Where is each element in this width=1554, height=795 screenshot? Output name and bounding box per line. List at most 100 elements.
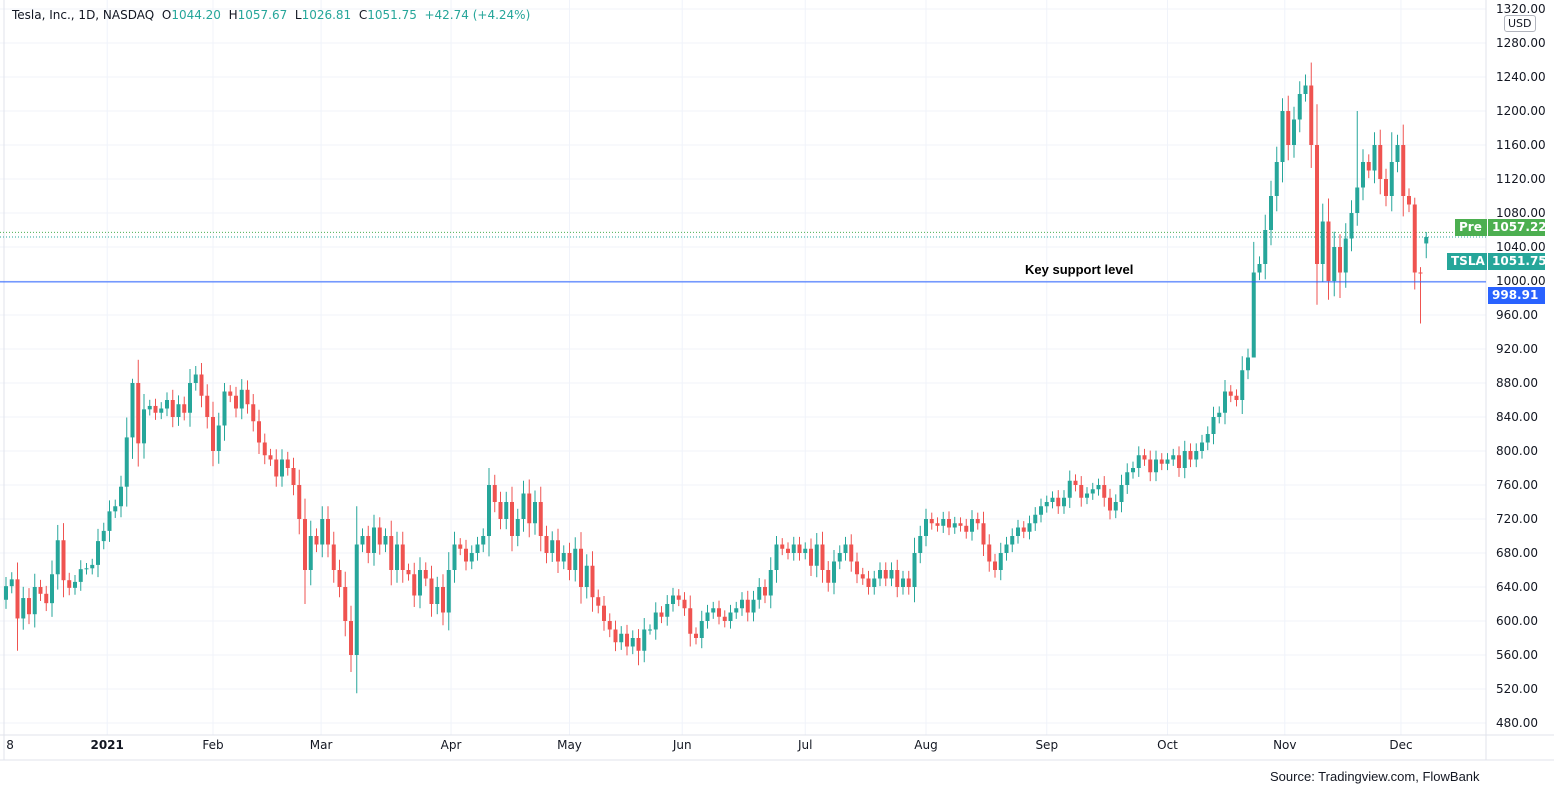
legend-header: Tesla, Inc., 1D, NASDAQ O1044.20 H1057.6… xyxy=(12,8,530,22)
candle-down xyxy=(1407,196,1411,205)
candle-up xyxy=(1004,544,1009,553)
candle-up xyxy=(912,553,917,587)
candle-down xyxy=(314,536,319,545)
candle-up xyxy=(1154,459,1158,473)
candle-down xyxy=(268,455,273,460)
candle-up xyxy=(1182,451,1187,468)
currency-button[interactable]: USD xyxy=(1504,15,1536,32)
candle-up xyxy=(1217,412,1222,417)
candle-down xyxy=(44,593,49,604)
candle-up xyxy=(711,608,716,613)
candle-up xyxy=(705,612,710,621)
candle-up xyxy=(832,561,836,583)
candle-down xyxy=(1148,459,1153,473)
candle-up xyxy=(418,570,422,596)
candle-up xyxy=(130,383,135,438)
candle-up xyxy=(1010,536,1015,545)
candle-down xyxy=(291,468,296,485)
candle-up xyxy=(768,570,773,596)
candle-down xyxy=(1384,179,1388,196)
candle-up xyxy=(1303,85,1308,94)
candle-down xyxy=(860,574,865,579)
y-tick-label: 600.00 xyxy=(1496,614,1538,628)
candle-up xyxy=(970,519,974,532)
candle-down xyxy=(786,548,790,553)
candle-up xyxy=(50,574,54,604)
candle-down xyxy=(1142,455,1147,460)
candle-up xyxy=(1067,480,1072,498)
support-price-label: 998.91 xyxy=(1488,287,1545,304)
candle-up xyxy=(475,544,480,553)
candle-up xyxy=(1090,489,1095,494)
candle-up xyxy=(1246,357,1250,371)
candle-up xyxy=(941,519,946,526)
candle-up xyxy=(1194,451,1199,460)
candle-down xyxy=(820,544,825,570)
x-tick-label: Sep xyxy=(1035,738,1058,752)
candle-up xyxy=(165,400,169,409)
candle-up xyxy=(124,437,129,487)
candle-up xyxy=(142,409,146,444)
candle-up xyxy=(1044,502,1049,507)
high-value: 1057.67 xyxy=(237,8,288,22)
candle-up xyxy=(791,544,796,553)
candle-up xyxy=(101,530,106,542)
candle-up xyxy=(671,595,675,604)
candle-up xyxy=(1033,514,1038,524)
candle-up xyxy=(188,383,192,413)
candle-up xyxy=(1424,237,1429,244)
candle-down xyxy=(366,536,371,553)
candle-down xyxy=(153,405,158,413)
candle-down xyxy=(1418,272,1423,274)
candle-down xyxy=(199,374,204,396)
candle-down xyxy=(745,599,750,613)
candle-down xyxy=(377,527,382,545)
candle-up xyxy=(1131,468,1135,473)
source-caption: Source: Tradingview.com, FlowBank xyxy=(1270,769,1480,784)
candle-up xyxy=(452,544,457,570)
y-tick-label: 560.00 xyxy=(1496,648,1538,662)
candle-up xyxy=(107,511,112,531)
candle-down xyxy=(274,459,279,477)
candle-down xyxy=(1021,527,1026,532)
candle-down xyxy=(676,595,681,600)
candle-down xyxy=(234,395,238,409)
candle-down xyxy=(257,421,261,443)
x-tick-label: Apr xyxy=(441,738,462,752)
y-tick-label: 840.00 xyxy=(1496,410,1538,424)
candle-up xyxy=(308,536,313,570)
candle-up xyxy=(280,459,284,477)
candle-up xyxy=(630,638,635,647)
candle-down xyxy=(429,578,434,604)
candle-up xyxy=(648,629,652,631)
y-tick-label: 1200.00 xyxy=(1496,104,1546,118)
candle-down xyxy=(1177,455,1181,468)
candle-up xyxy=(1274,162,1279,196)
candle-down xyxy=(1286,111,1291,145)
candle-down xyxy=(993,561,997,570)
candle-down xyxy=(1228,391,1233,396)
candle-up xyxy=(1027,523,1032,532)
candle-up xyxy=(584,565,589,587)
candle-up xyxy=(1280,111,1285,162)
candle-down xyxy=(458,544,463,549)
candle-down xyxy=(607,621,612,630)
candle-down xyxy=(797,544,802,553)
candle-down xyxy=(262,442,267,456)
candle-up xyxy=(550,540,555,553)
candle-down xyxy=(251,404,256,422)
candle-up xyxy=(1240,370,1245,400)
candle-down xyxy=(1079,485,1084,498)
candle-down xyxy=(688,608,693,634)
candle-down xyxy=(303,519,307,570)
candle-down xyxy=(694,633,698,638)
candle-up xyxy=(774,544,779,570)
candle-up xyxy=(1297,94,1302,120)
candle-up xyxy=(395,544,399,570)
candle-down xyxy=(337,570,342,587)
candle-up xyxy=(561,553,566,562)
candle-down xyxy=(510,502,514,536)
candle-up xyxy=(9,579,14,587)
candle-up xyxy=(193,374,198,383)
